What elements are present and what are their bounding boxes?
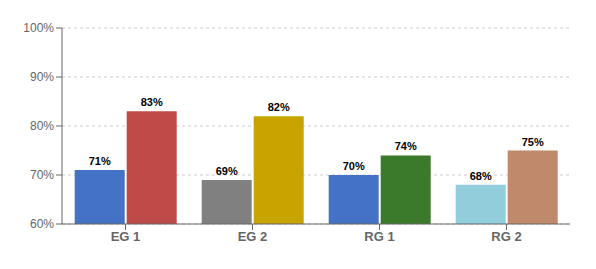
svg-text:71%: 71% <box>89 155 111 167</box>
svg-text:70%: 70% <box>30 168 54 182</box>
svg-text:EG 1: EG 1 <box>111 229 141 244</box>
svg-text:RG 2: RG 2 <box>491 229 521 244</box>
svg-text:69%: 69% <box>216 165 238 177</box>
svg-text:70%: 70% <box>343 160 365 172</box>
svg-text:EG 2: EG 2 <box>238 229 268 244</box>
svg-text:RG 1: RG 1 <box>364 229 394 244</box>
svg-text:68%: 68% <box>470 170 492 182</box>
svg-text:74%: 74% <box>395 140 417 152</box>
svg-text:75%: 75% <box>522 136 544 148</box>
svg-text:90%: 90% <box>30 70 54 84</box>
svg-text:100%: 100% <box>23 21 54 35</box>
svg-text:80%: 80% <box>30 119 54 133</box>
svg-text:82%: 82% <box>268 101 290 113</box>
svg-text:60%: 60% <box>30 217 54 231</box>
svg-text:83%: 83% <box>141 96 163 108</box>
